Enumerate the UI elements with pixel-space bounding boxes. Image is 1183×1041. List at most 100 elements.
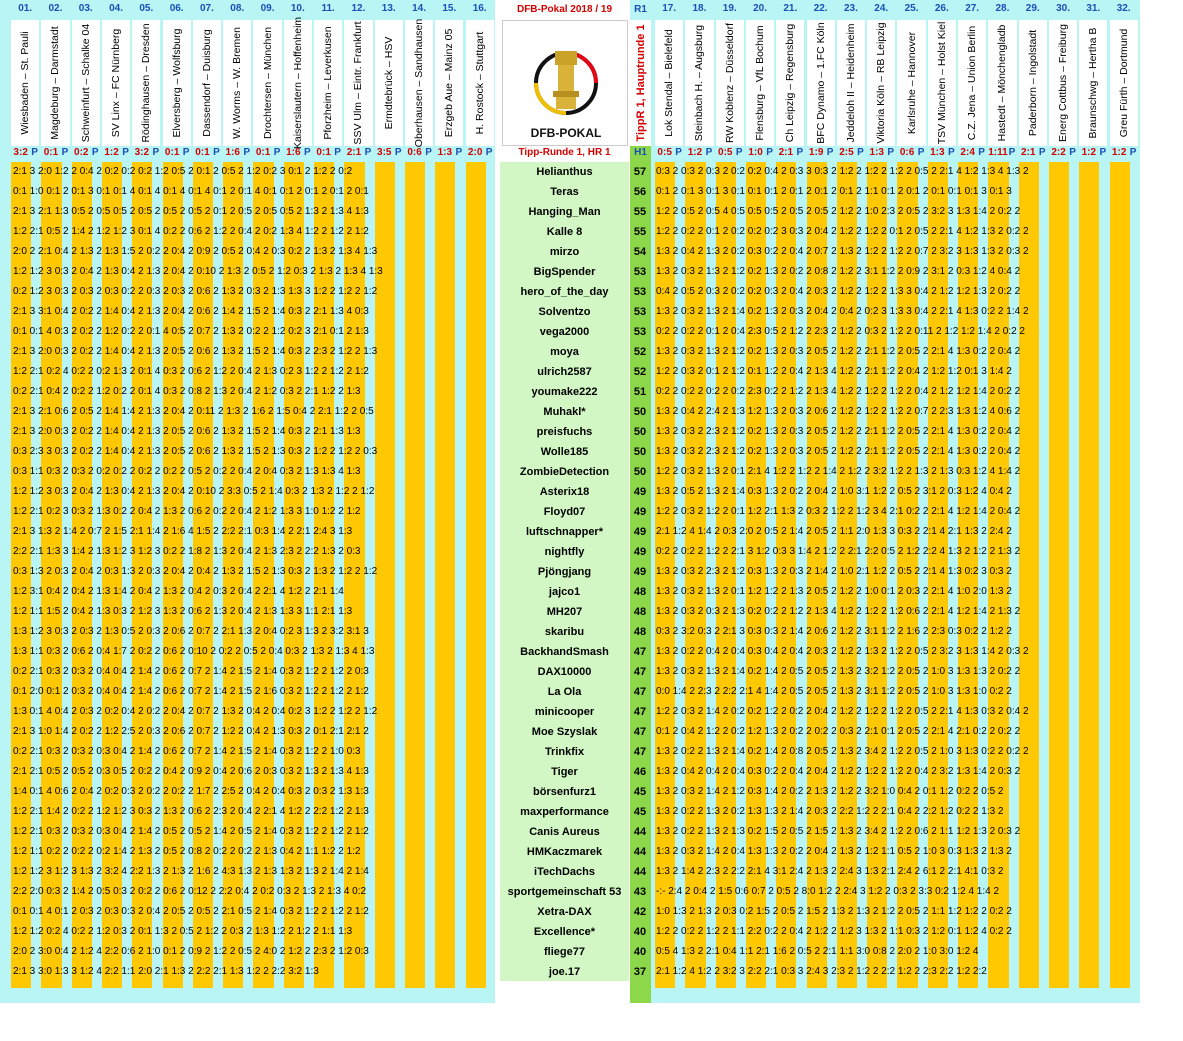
tipp-column: [1079, 162, 1100, 988]
tipp-column: [806, 162, 827, 988]
match-teams-label: Ch Leipzig – Regensburg: [784, 23, 797, 143]
match-teams-label: Lok Stendal – Bielefeld: [663, 29, 676, 137]
tipp-column: [132, 162, 153, 988]
row-tips-left: 0:3 2:3 3 0:3 2 0:2 2 1:4 0:4 2 1:3 2 0:…: [13, 446, 378, 457]
match-number: 18.: [692, 3, 707, 14]
tipp-column: [897, 162, 918, 988]
player-name: Trinkfix: [544, 746, 585, 758]
points-header: P: [243, 147, 251, 158]
player-total: 37: [633, 966, 647, 978]
player-name: fliege77: [544, 946, 585, 958]
match-result: 3:2: [13, 147, 28, 158]
player-total: 40: [633, 926, 647, 938]
match-teams: W. Worms – W. Bremen: [223, 20, 252, 146]
player-name: Wolle185: [540, 446, 589, 458]
row-tips-right: 1:3 2 0:3 2 1:4 2 1:2 0:3 1:4 2 0:2 2 1:…: [656, 786, 1004, 797]
match-result: 1:6: [286, 147, 301, 158]
match-number: 01.: [18, 3, 33, 14]
match-result: 0:6: [899, 147, 915, 158]
points-header: P: [485, 147, 493, 158]
round-label-bottom: H1: [634, 147, 647, 158]
points-header: P: [857, 147, 864, 158]
points-header: P: [1129, 147, 1137, 158]
tipp-column: [344, 162, 365, 988]
points-header: P: [887, 147, 895, 158]
match-result: 1:9: [808, 147, 824, 158]
match-number: 25.: [904, 3, 919, 14]
player-total: 50: [633, 406, 647, 418]
match-teams-label: Karlsruhe – Hannover: [905, 31, 918, 135]
match-teams: H. Rostock – Stuttgart: [465, 20, 494, 146]
row-tips-right: 1:3 2 0:3 2 1:3 2 1:4 0:2 1:4 2 0:5 2 0:…: [656, 666, 1021, 677]
player-total: 55: [633, 206, 647, 218]
player-total: 47: [633, 706, 647, 718]
vertical-title: TippR 1, Hauptrunde 1: [634, 24, 647, 142]
player-name: jajco1: [548, 586, 581, 598]
row-tips-left: 2:1 3 1:3 2 1:4 2 0:7 2 1:5 2:1 1:4 2 1:…: [13, 526, 353, 537]
match-result: 0:1: [316, 147, 331, 158]
tipp-column: [927, 162, 948, 988]
player-total: 43: [633, 886, 647, 898]
match-teams: Pforzheim – Leverkusen: [314, 20, 343, 146]
match-teams: Drochtersen – München: [253, 20, 282, 146]
row-tips-left: 0:1 0:1 4 0:1 2 0:3 2 0:3 0:3 2 0:4 2 0:…: [13, 906, 369, 917]
match-number: 14.: [412, 3, 426, 14]
match-teams-label: Magdeburg – Darmstadt: [49, 26, 62, 140]
tipp-column: [192, 162, 214, 988]
row-tips-left: 0:1 2:0 0:1 2 0:3 2 0:4 0:4 2 1:4 2 0:6 …: [13, 686, 369, 697]
tipp-column: [253, 162, 274, 988]
points-header: P: [213, 147, 220, 158]
match-teams: Jeddeloh II – Heidenheim: [836, 20, 866, 146]
points-header: P: [675, 147, 682, 158]
total-column: [630, 0, 651, 1003]
row-tips-right: 1:2 2 0:2 2 0:1 2 0:2 0:2 0:2 3 0:3 2 0:…: [656, 226, 1029, 237]
match-teams: Energ Cottbus – Freiburg: [1048, 20, 1078, 146]
player-total: 42: [633, 906, 647, 918]
player-total: 47: [633, 646, 647, 658]
row-tips-left: 2:2 2:1 1:3 3 1:4 2 1:3 1:2 3 1:2 3 0:2 …: [13, 546, 361, 557]
points-header: P: [826, 147, 834, 158]
row-tips-right: 0:4 2 0:5 2 0:3 2 0:2 0:2 0:3 2 0:4 2 0:…: [656, 286, 1021, 297]
match-result: 3:5: [377, 147, 392, 158]
tipp-column: [958, 162, 979, 988]
tipp-column: [101, 162, 123, 988]
points-header: P: [91, 147, 99, 158]
player-total: 50: [633, 426, 647, 438]
player-total: 53: [633, 286, 647, 298]
match-teams-label: Elversberg – Wolfsburg: [170, 28, 183, 138]
tipp-column: [223, 162, 244, 988]
tipp-column: [71, 162, 92, 988]
match-number: 32.: [1116, 3, 1131, 14]
row-tips-right: 1:3 2 1:4 2 2:3 2 2:2 2:1 4 3:1 2:4 2 1:…: [656, 866, 1004, 877]
player-total: 55: [633, 226, 647, 238]
match-teams: Oberhausen – Sandhausen: [404, 19, 434, 147]
player-name: HMKaczmarek: [526, 846, 603, 858]
match-teams: Paderborn – Ingolstadt: [1018, 20, 1047, 146]
tipp-column: [867, 162, 888, 988]
row-tips-right: 1:3 2 0:3 2 0:3 2 1:3 0:2 0:2 2 1:2 2 1:…: [656, 606, 1021, 617]
player-total: 47: [633, 666, 647, 678]
match-teams-label: Schweinfurt – Schalke 04: [79, 23, 92, 143]
player-name: luftschnapper*: [525, 526, 603, 538]
row-tips-left: 2:1 3 2:1 1:3 0:5 2 0:5 0:5 2 0:5 2 0:5 …: [13, 206, 369, 217]
player-name: maxperformance: [520, 806, 609, 818]
tipp-column: [776, 162, 797, 988]
player-name: Teras: [550, 186, 579, 198]
match-teams-label: Flensburg – VfL Bochum: [754, 25, 767, 141]
player-name: ulrich2587: [537, 366, 592, 378]
player-total: 50: [633, 466, 647, 478]
match-teams-label: Viktoria Köln – RB Leipzig: [875, 22, 888, 144]
row-tips-right: 1:2 2 0:2 2 1:2 2 1:1 2:2 0:2 2 0:4 2 1:…: [656, 926, 1012, 937]
match-number: 17.: [662, 3, 677, 14]
row-tips-left: 2:1 3 2:0 0:3 2 0:2 2 1:4 0:4 2 1:3 2 0:…: [13, 426, 361, 437]
player-total: 45: [633, 786, 647, 798]
match-teams: BFC Dynamo – 1.FC Köln: [806, 20, 835, 146]
points-header: P: [61, 147, 69, 158]
row-tips-right: 2:1 1:2 4 1:2 2 3:2 3 2:2 2:1 0:3 3 2:4 …: [656, 966, 987, 977]
match-teams: Rödinghausen – Dresden: [132, 20, 161, 146]
row-tips-left: 0:2 1:2 3 0:3 2 0:3 2 0:3 0:2 2 0:3 2 0:…: [13, 286, 378, 297]
row-tips-right: 1:3 2 0:3 2 1:3 2 1:4 0:2 1:3 2 0:3 2 0:…: [656, 306, 1029, 317]
row-tips-left: 0:2 2:1 0:3 2 0:3 2 0:3 0:4 2 1:4 2 0:6 …: [13, 746, 361, 757]
row-tips-left: 2:2 2:0 0:3 2 1:4 2 0:5 0:3 2 0:2 2 0:6 …: [13, 886, 367, 897]
player-total: 47: [633, 726, 647, 738]
